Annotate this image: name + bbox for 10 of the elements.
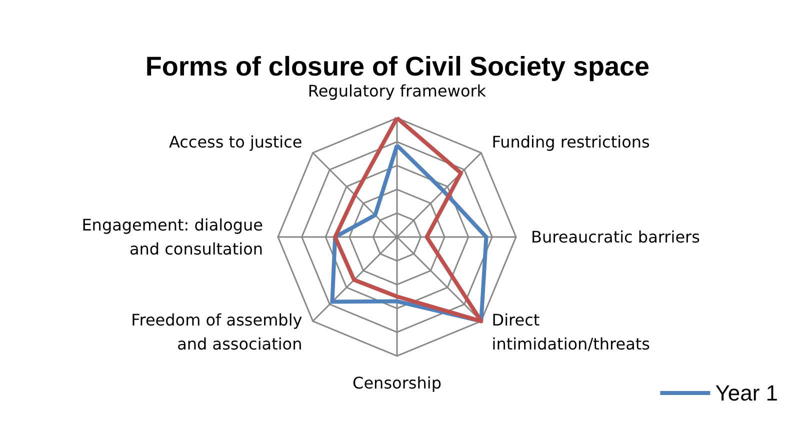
spoke-label: Censorship <box>352 374 442 392</box>
spoke-label: Freedom of assembly and association <box>131 310 302 354</box>
spoke-label: Funding restrictions <box>492 132 650 152</box>
spoke-label: Engagement: dialogue and consultation <box>82 216 263 258</box>
legend-label: Year 1 <box>715 380 778 406</box>
spoke-label: Regulatory framework <box>308 82 487 100</box>
spoke-label: Bureaucratic barriers <box>531 228 700 246</box>
chart-title: Forms of closure of Civil Society space <box>145 52 650 82</box>
spoke-label: Access to justice <box>168 132 302 152</box>
spoke-label: Direct intimidation/threats <box>492 310 650 354</box>
